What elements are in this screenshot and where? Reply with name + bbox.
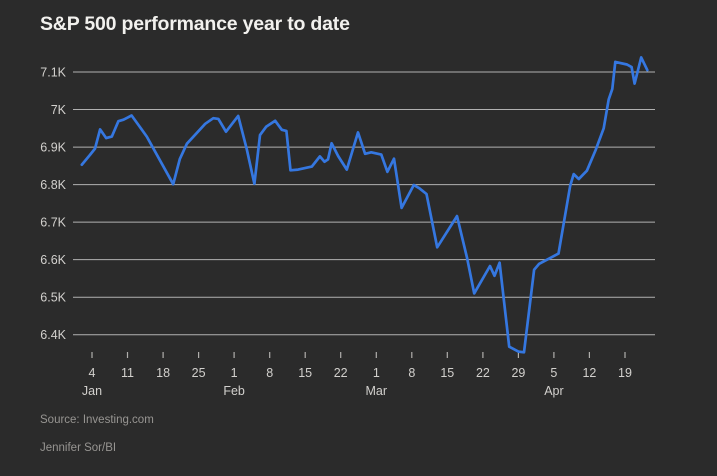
chart-title: S&P 500 performance year to date xyxy=(40,13,350,35)
x-axis-label: 12 xyxy=(582,366,596,380)
x-month-label: Apr xyxy=(544,384,563,398)
x-axis-label: 18 xyxy=(156,366,170,380)
x-axis-label: 5 xyxy=(550,366,557,380)
y-axis-label: 6.8K xyxy=(40,178,66,192)
x-axis-label: 8 xyxy=(266,366,273,380)
y-axis-label: 6.9K xyxy=(40,141,66,155)
x-axis-label: 15 xyxy=(298,366,312,380)
y-axis-label: 6.7K xyxy=(40,216,66,230)
y-axis-label: 6.5K xyxy=(40,291,66,305)
y-axis-label: 7K xyxy=(51,103,67,117)
x-axis-label: 15 xyxy=(440,366,454,380)
x-month-label: Jan xyxy=(82,384,102,398)
y-axis-label: 6.4K xyxy=(40,328,66,342)
x-axis-label: 8 xyxy=(408,366,415,380)
x-axis-label: 4 xyxy=(89,366,96,380)
x-axis-label: 1 xyxy=(231,366,238,380)
x-axis-label: 1 xyxy=(373,366,380,380)
x-month-label: Mar xyxy=(365,384,387,398)
author-credit: Jennifer Sor/BI xyxy=(40,442,117,454)
y-axis-label: 7.1K xyxy=(40,66,66,80)
x-month-label: Feb xyxy=(223,384,245,398)
x-axis-label: 25 xyxy=(192,366,206,380)
x-axis-label: 22 xyxy=(476,366,490,380)
x-axis-label: 29 xyxy=(511,366,525,380)
y-axis-label: 6.6K xyxy=(40,253,66,267)
price-line xyxy=(80,56,649,354)
x-axis-label: 22 xyxy=(334,366,348,380)
x-axis-label: 11 xyxy=(121,366,134,380)
x-axis-label: 19 xyxy=(618,366,632,380)
source-credit: Source: Investing.com xyxy=(40,414,154,426)
